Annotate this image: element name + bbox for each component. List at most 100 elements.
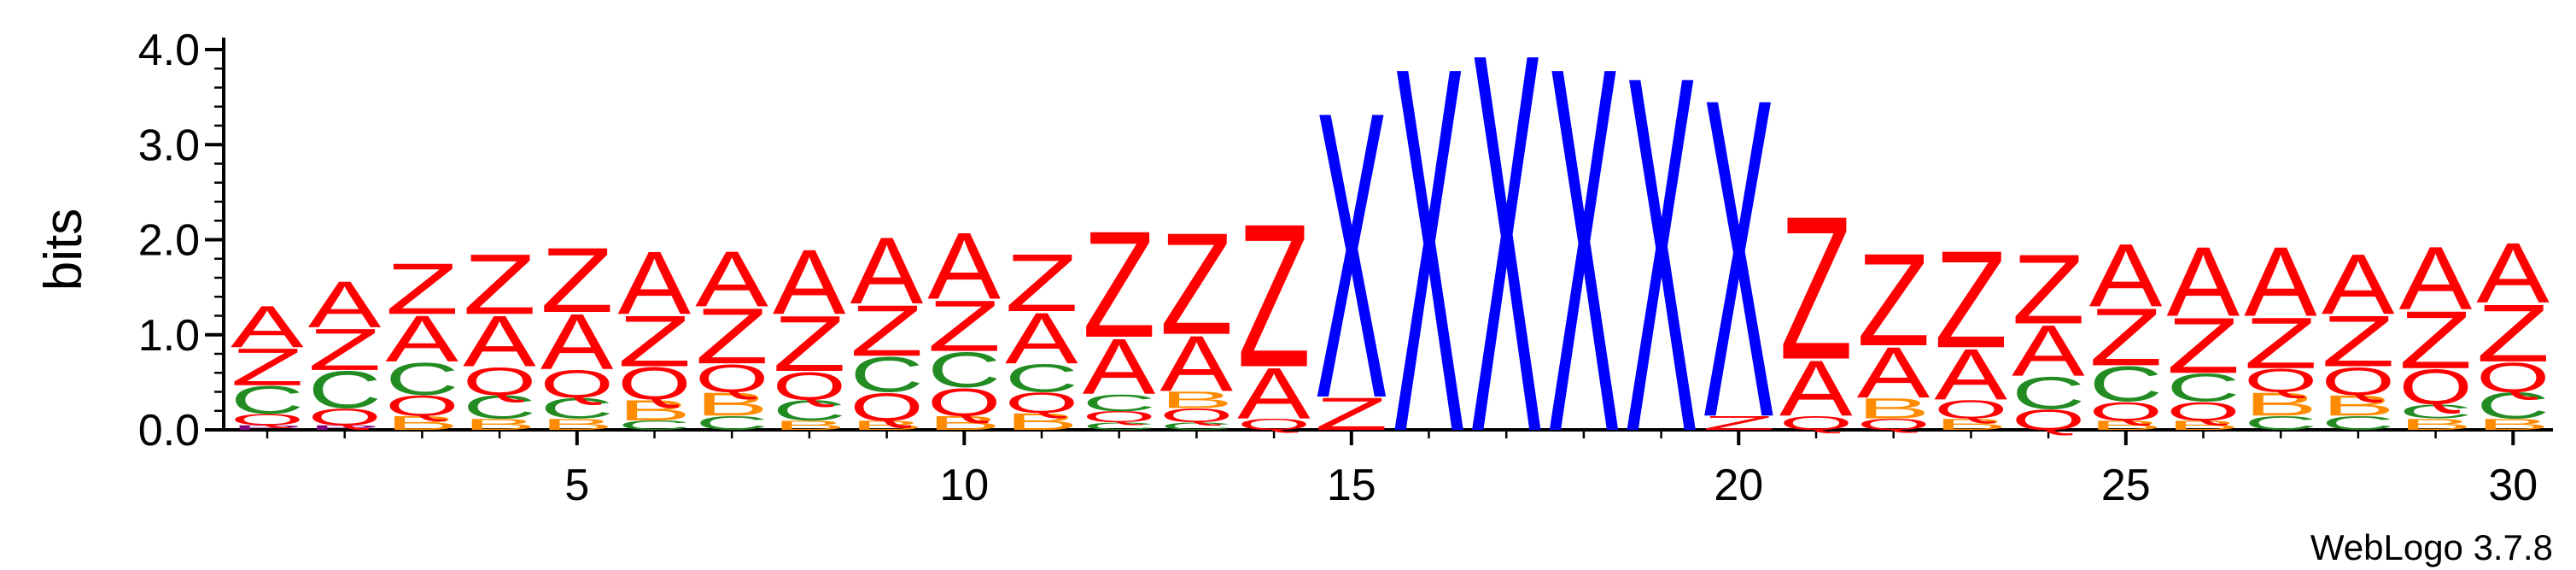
glyph-Q: Q — [1083, 408, 1156, 426]
stack-position-20: ZX — [1702, 4, 1775, 513]
glyph-Q: Q — [2167, 397, 2240, 426]
glyph-X: X — [1393, 0, 1466, 541]
glyph-Z: Z — [695, 292, 768, 380]
glyph-B: B — [540, 415, 614, 433]
glyph-Z: Z — [2167, 302, 2240, 390]
glyph-Q: Q — [1857, 415, 1931, 433]
glyph-X: X — [1702, 4, 1775, 513]
weblogo-credit: WebLogo 3.7.8 — [2310, 527, 2553, 567]
glyph-Z: Z — [385, 249, 459, 330]
x-tick-label: 25 — [2101, 461, 2151, 510]
glyph-Z: Z — [2244, 303, 2317, 384]
glyph-C: C — [2476, 385, 2550, 426]
glyph-A: A — [927, 213, 1001, 319]
glyph-Z: Z — [231, 338, 304, 397]
glyph-C: C — [1159, 420, 1233, 432]
glyph-Z: Z — [2476, 287, 2550, 379]
glyph-A: A — [1083, 322, 1156, 411]
glyph-C: C — [773, 394, 846, 426]
glyph-Q: Q — [2089, 397, 2163, 426]
x-tick-label: 15 — [1327, 461, 1376, 510]
glyph-A: A — [618, 232, 692, 332]
glyph-Z: Z — [2012, 234, 2085, 344]
x-axis: 5 10 15 20 25 30 — [224, 428, 2553, 510]
glyph-C: C — [308, 361, 382, 420]
glyph-Q: Q — [695, 356, 768, 400]
glyph-Q: Q — [927, 379, 1001, 424]
glyph-Q: Q — [308, 404, 382, 431]
glyph-Q: Q — [1159, 404, 1233, 426]
glyph-X: X — [1315, 26, 1388, 484]
glyph-B: B — [463, 415, 536, 433]
stack-position-21: QAZ — [1779, 173, 1853, 434]
glyph-A: A — [231, 294, 304, 360]
glyph-Q: Q — [2244, 362, 2317, 399]
glyph-Z: Z — [1159, 203, 1233, 366]
glyph-C: C — [463, 389, 536, 426]
glyph-Z: Z — [1934, 223, 2007, 378]
glyph-A: A — [1779, 344, 1853, 433]
glyph-A: A — [1857, 332, 1931, 414]
glyph-A: A — [2476, 226, 2550, 321]
glyph-B: B — [2167, 418, 2240, 432]
glyph-A: A — [1237, 353, 1311, 434]
glyph-Q: Q — [2399, 359, 2473, 415]
glyph-Q: Q — [850, 385, 924, 429]
glyph-C: C — [2167, 366, 2240, 410]
glyph-C: C — [927, 342, 1001, 398]
glyph-A: A — [1005, 298, 1078, 379]
glyph-A: A — [773, 232, 846, 334]
glyph-B: B — [695, 386, 768, 423]
glyph-X: X — [1469, 0, 1543, 544]
stack-position-15: ZX — [1315, 26, 1388, 484]
glyph-Z: Z — [2399, 294, 2473, 385]
x-tick-label: 5 — [564, 461, 589, 510]
glyph-Z: Z — [1083, 199, 1156, 368]
glyph-C: C — [2089, 356, 2163, 412]
glyph-A: A — [2244, 226, 2317, 337]
stack-position-18: X — [1547, 0, 1621, 541]
stack-position-19: X — [1625, 0, 1698, 538]
glyph-B: B — [1857, 392, 1931, 425]
glyph-B: B — [385, 412, 459, 434]
glyph-C: C — [540, 392, 614, 425]
glyph-B: B — [2476, 415, 2550, 433]
glyph-Q: Q — [2012, 404, 2085, 437]
y-axis-label: bits — [34, 209, 93, 291]
stack-position-16: X — [1393, 0, 1466, 541]
glyph-Z: Z — [308, 316, 382, 383]
glyph-Z: Z — [1857, 226, 1931, 373]
glyph-Q: Q — [773, 363, 846, 408]
x-tick-label: 20 — [1714, 461, 1763, 510]
x-tick-label: 30 — [2488, 461, 2538, 510]
y-axis: 0.0 1.0 2.0 3.0 4.0 — [138, 26, 225, 455]
glyph-Q: Q — [1237, 415, 1311, 433]
glyph-Z: Z — [773, 300, 846, 388]
glyph-Q: Q — [231, 411, 304, 429]
glyph-Z: Z — [618, 301, 692, 382]
glyph-C: C — [1083, 390, 1156, 416]
glyph-C: C — [231, 379, 304, 423]
glyph-Q: Q — [463, 359, 536, 403]
glyph-B: B — [927, 412, 1001, 434]
glyph-Z: Z — [2322, 301, 2395, 382]
logo-stacks: PQCZAPQCZABQCAZBCQAZBCQAZCBQZACBQZABCQZA… — [231, 0, 2550, 544]
glyph-Z: Z — [1315, 388, 1388, 440]
glyph-A: A — [2089, 225, 2163, 325]
glyph-B: B — [1005, 408, 1078, 435]
glyph-C: C — [1083, 420, 1156, 432]
x-tick-label: 10 — [939, 461, 989, 510]
